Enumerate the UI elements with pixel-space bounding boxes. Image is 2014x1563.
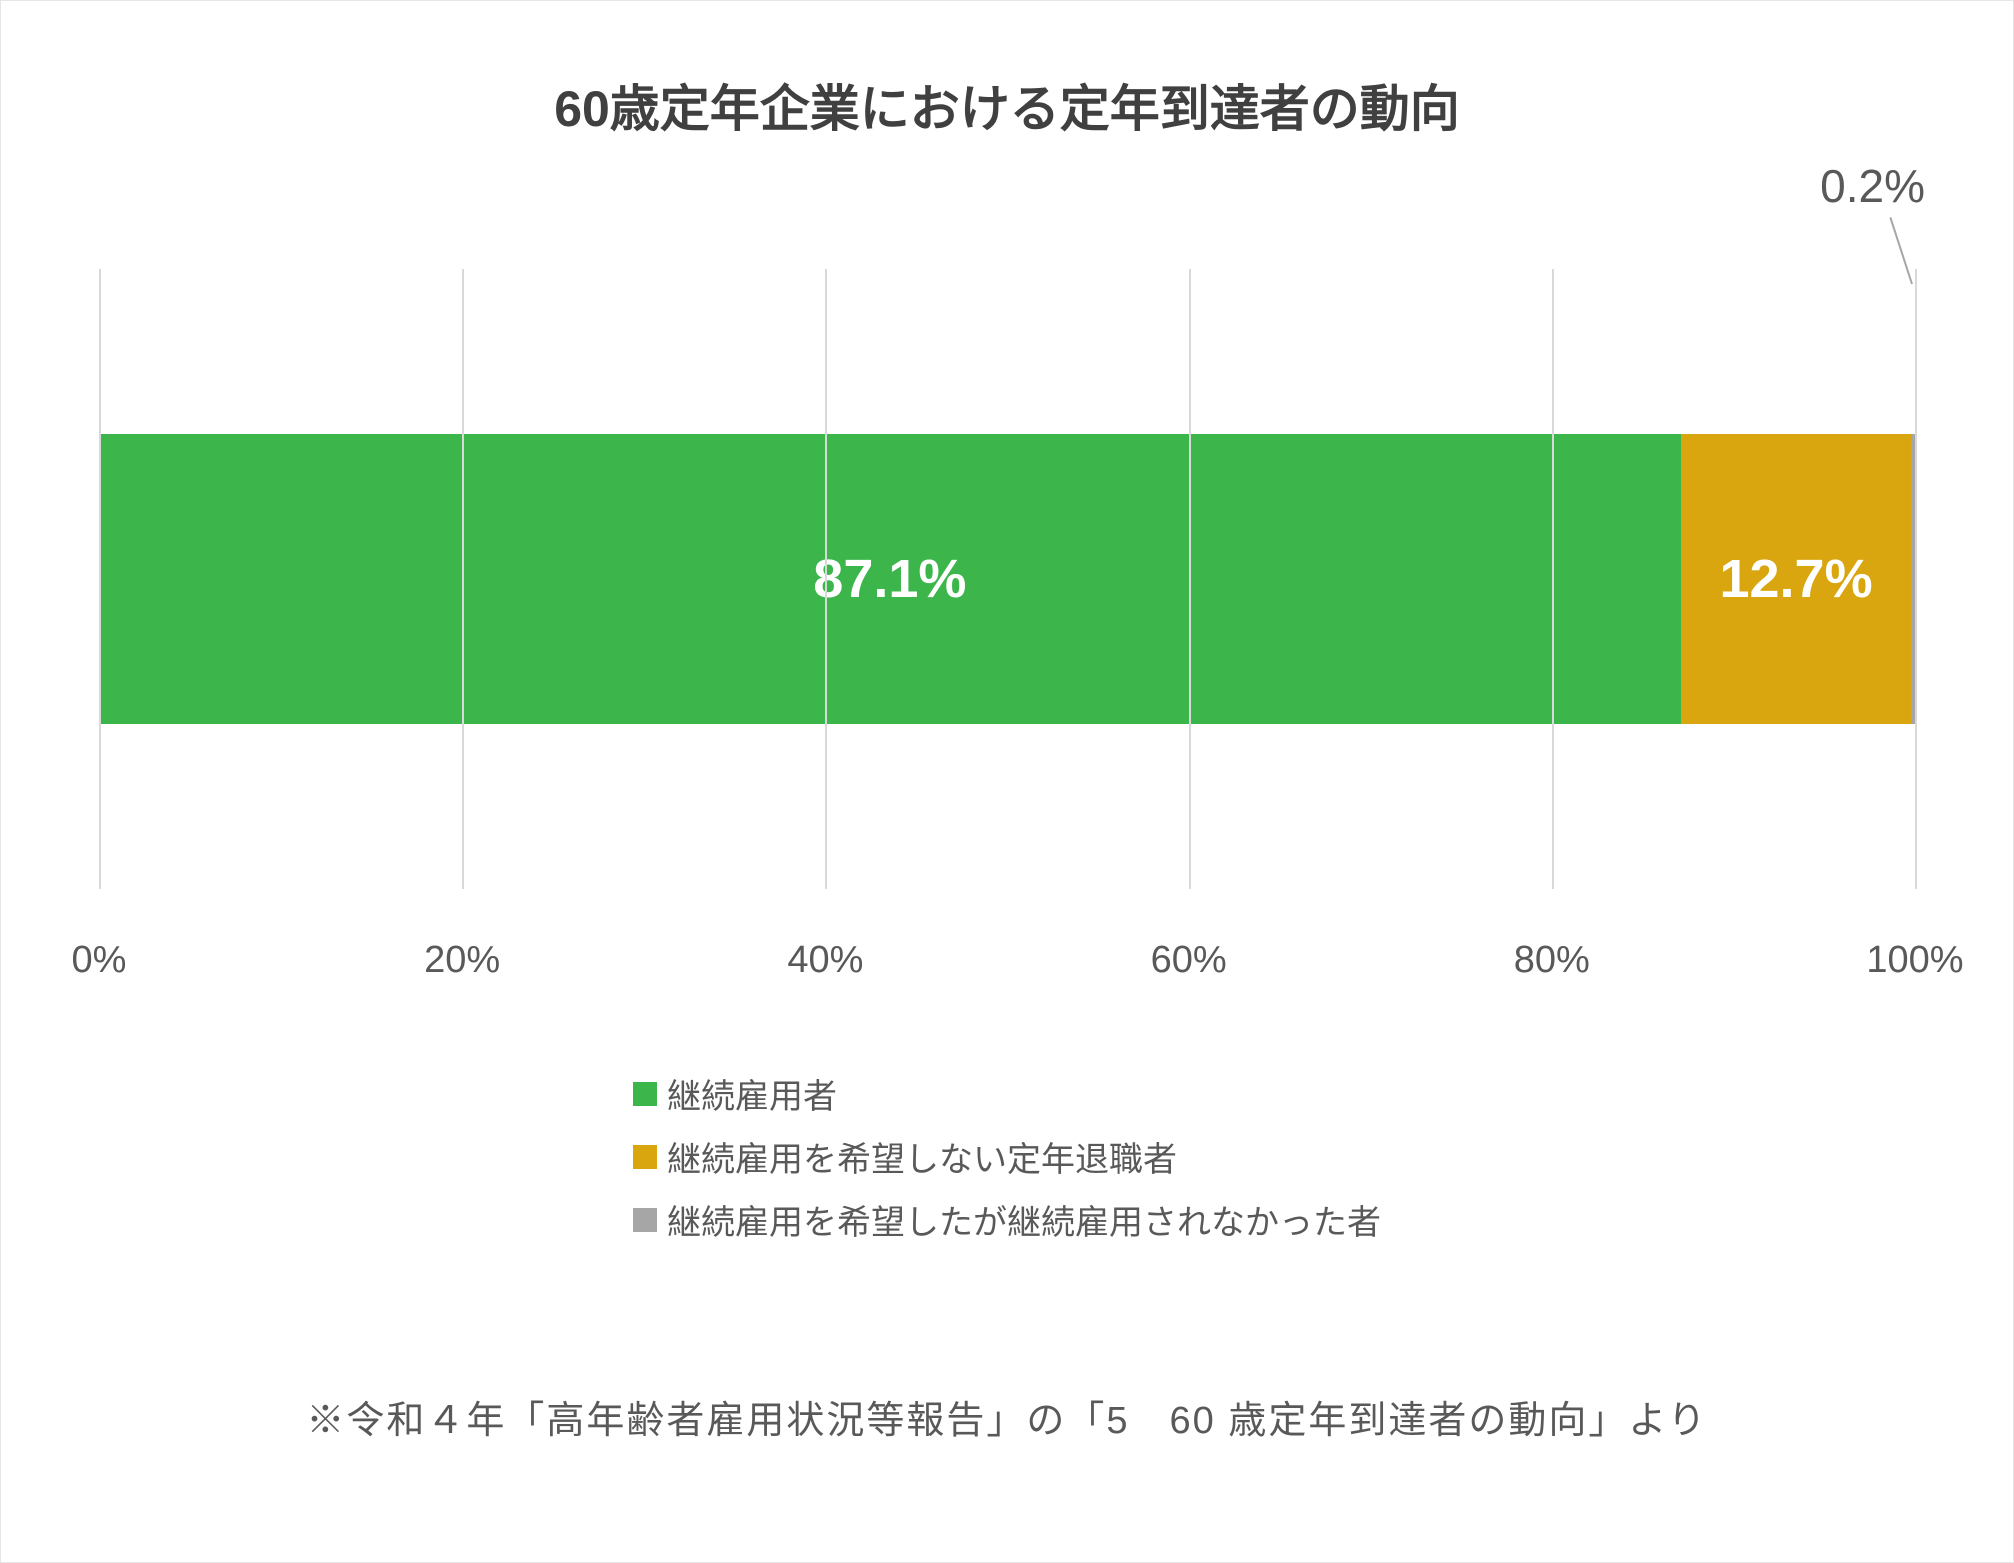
chart-inner: 60歳定年企業における定年到達者の動向 87.1% 12.7% 0% 20% 40% 6… xyxy=(19,19,1995,1544)
bar-track: 87.1% 12.7% xyxy=(99,434,1915,724)
legend-label: 継続雇用を希望したが継続雇用されなかった者 xyxy=(667,1195,1381,1244)
chart-container: 60歳定年企業における定年到達者の動向 87.1% 12.7% 0% 20% 40% 6… xyxy=(0,0,2014,1563)
gridline xyxy=(1915,269,1917,889)
bar-segment: 12.7% xyxy=(1681,434,1912,724)
x-axis-tick-label: 20% xyxy=(424,939,500,982)
x-axis-tick-label: 80% xyxy=(1514,939,1590,982)
legend-swatch xyxy=(633,1208,657,1232)
x-axis-tick-label: 0% xyxy=(72,939,127,982)
legend-label: 継続雇用を希望しない定年退職者 xyxy=(667,1132,1177,1181)
plot-area: 87.1%12.7% 0%20%40%60%80%100%0.2% xyxy=(99,269,1915,889)
legend-swatch xyxy=(633,1145,657,1169)
bar-segment: 87.1% xyxy=(99,434,1681,724)
chart-title: 60歳定年企業における定年到達者の動向 xyxy=(19,69,1995,141)
gridline xyxy=(99,269,101,889)
legend-label: 継続雇用者 xyxy=(667,1069,837,1118)
x-axis-tick-label: 60% xyxy=(1151,939,1227,982)
legend-item: 継続雇用者 xyxy=(633,1069,1381,1118)
legend-item: 継続雇用を希望したが継続雇用されなかった者 xyxy=(633,1195,1381,1244)
gridline xyxy=(825,269,827,889)
bar-segment-label: 87.1% xyxy=(813,548,966,610)
gridline xyxy=(462,269,464,889)
callout-label: 0.2% xyxy=(1820,159,1925,213)
gridline xyxy=(1189,269,1191,889)
footnote: ※令和４年「高年齢者雇用状況等報告」の「5 60 歳定年到達者の動向」より xyxy=(19,1389,1995,1444)
x-axis-tick-label: 100% xyxy=(1866,939,1963,982)
gridline xyxy=(1552,269,1554,889)
legend-swatch xyxy=(633,1082,657,1106)
legend-item: 継続雇用を希望しない定年退職者 xyxy=(633,1132,1381,1181)
callout-leader-line xyxy=(1889,217,1913,284)
legend: 継続雇用者継続雇用を希望しない定年退職者継続雇用を希望したが継続雇用されなかった… xyxy=(633,1069,1381,1244)
bar-segment-label: 12.7% xyxy=(1719,548,1872,610)
x-axis-tick-label: 40% xyxy=(787,939,863,982)
